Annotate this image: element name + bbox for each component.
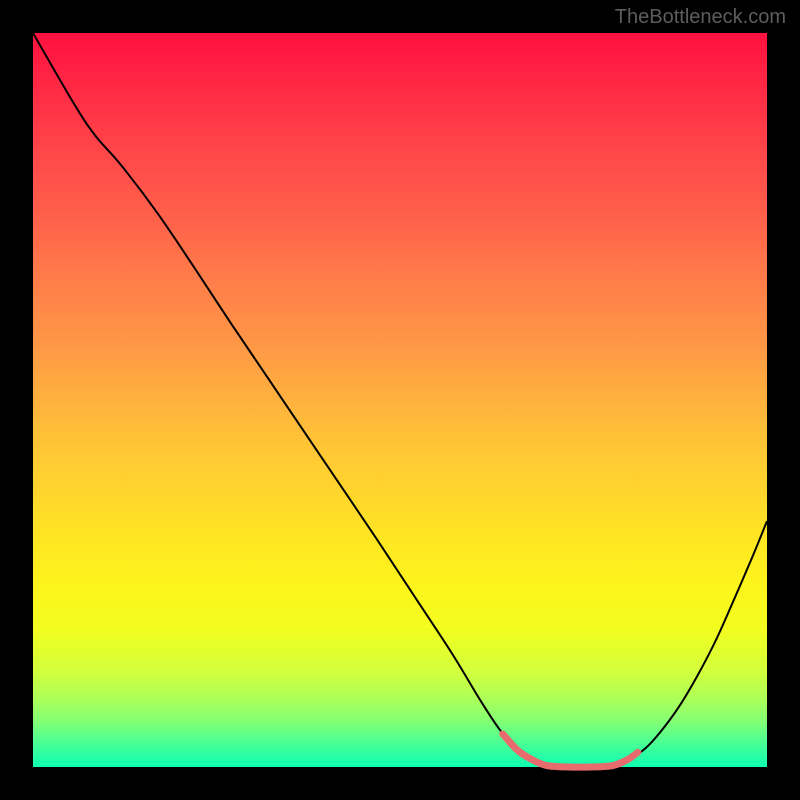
chart-gradient-background [33, 33, 767, 767]
chart-svg [0, 0, 800, 800]
bottleneck-chart [0, 0, 800, 800]
attribution-text: TheBottleneck.com [615, 6, 786, 29]
